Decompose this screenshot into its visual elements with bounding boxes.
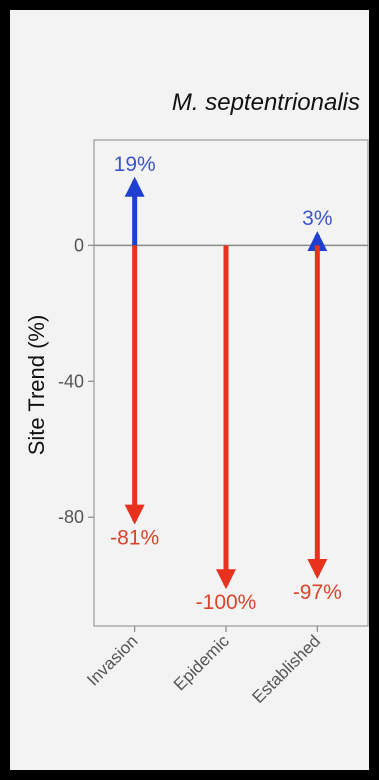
y-axis: 0 -40 -80: [58, 235, 94, 527]
x-category-label: Established: [249, 631, 325, 707]
x-axis: Invasion Epidemic Established: [83, 626, 324, 707]
arrows-layer: [124, 176, 328, 590]
y-tick-label: -80: [58, 507, 84, 527]
y-tick-label: -40: [58, 371, 84, 391]
increase-value-label: 19%: [114, 153, 156, 176]
decrease-value-label: -97%: [293, 581, 342, 604]
decrease-value-label: -81%: [110, 527, 159, 550]
x-category-label: Epidemic: [170, 631, 233, 694]
increase-value-label: 3%: [302, 207, 332, 230]
plot-panel: [93, 139, 369, 627]
x-category-label: Invasion: [83, 631, 141, 689]
decrease-value-label: -100%: [196, 591, 257, 614]
y-tick-label: 0: [74, 235, 84, 255]
data-labels-layer: 19% 3% -81% -100% -97%: [110, 153, 342, 614]
y-axis-label: Site Trend (%): [24, 315, 49, 456]
chart-title: M. septentrionalis: [172, 89, 360, 116]
